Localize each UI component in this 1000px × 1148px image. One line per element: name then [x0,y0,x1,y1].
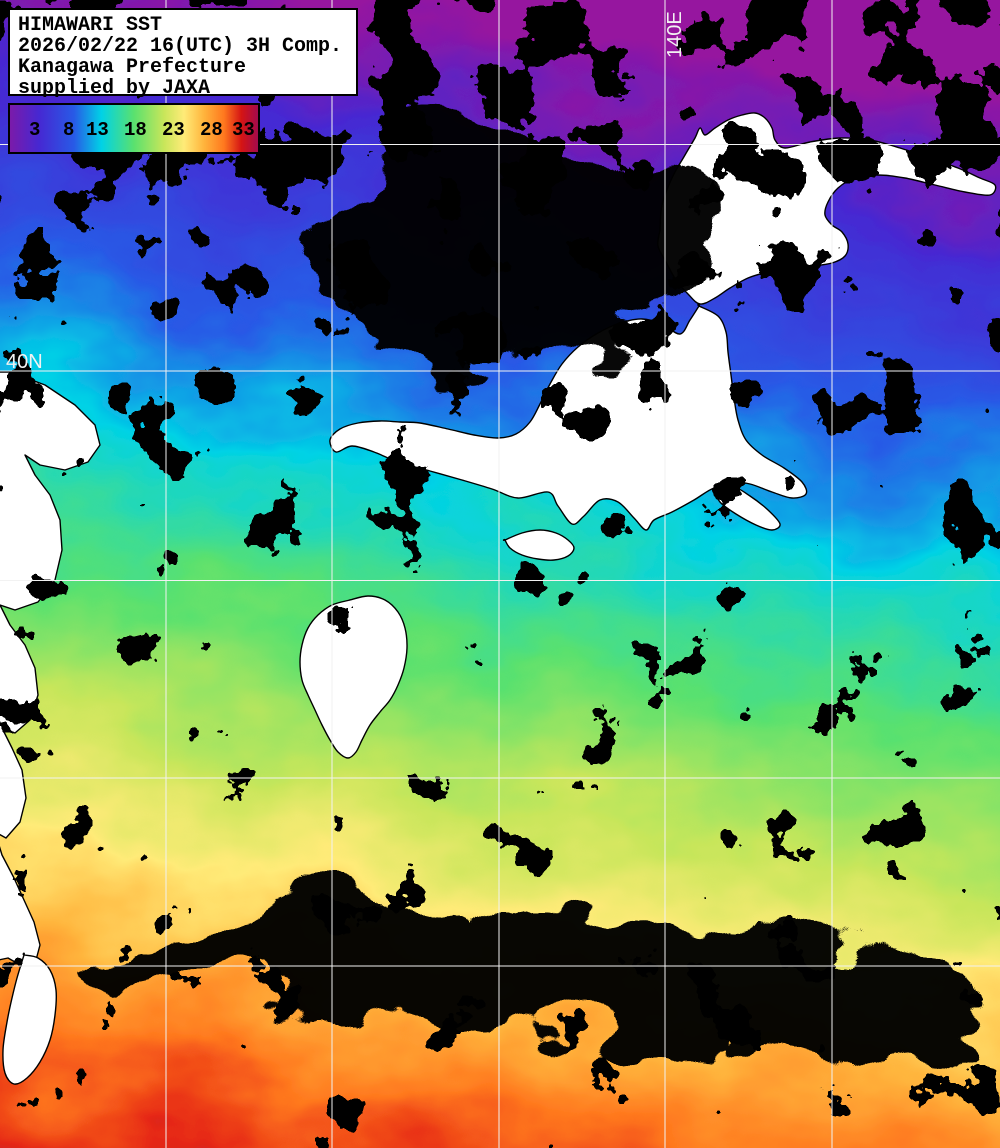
svg-text:HIMAWARI SST: HIMAWARI SST [18,14,162,37]
svg-text:2026/02/22 16(UTC) 3H Comp.: 2026/02/22 16(UTC) 3H Comp. [18,35,342,58]
svg-text:8: 8 [63,119,74,141]
svg-text:140E: 140E [664,11,686,58]
svg-text:33: 33 [232,119,255,141]
svg-text:supplied by JAXA: supplied by JAXA [18,77,210,100]
svg-text:13: 13 [86,119,109,141]
svg-text:23: 23 [162,119,185,141]
svg-text:Kanagawa Prefecture: Kanagawa Prefecture [18,56,246,79]
svg-text:28: 28 [200,119,223,141]
svg-text:3: 3 [29,119,40,141]
svg-text:40N: 40N [6,351,43,373]
svg-text:18: 18 [124,119,147,141]
